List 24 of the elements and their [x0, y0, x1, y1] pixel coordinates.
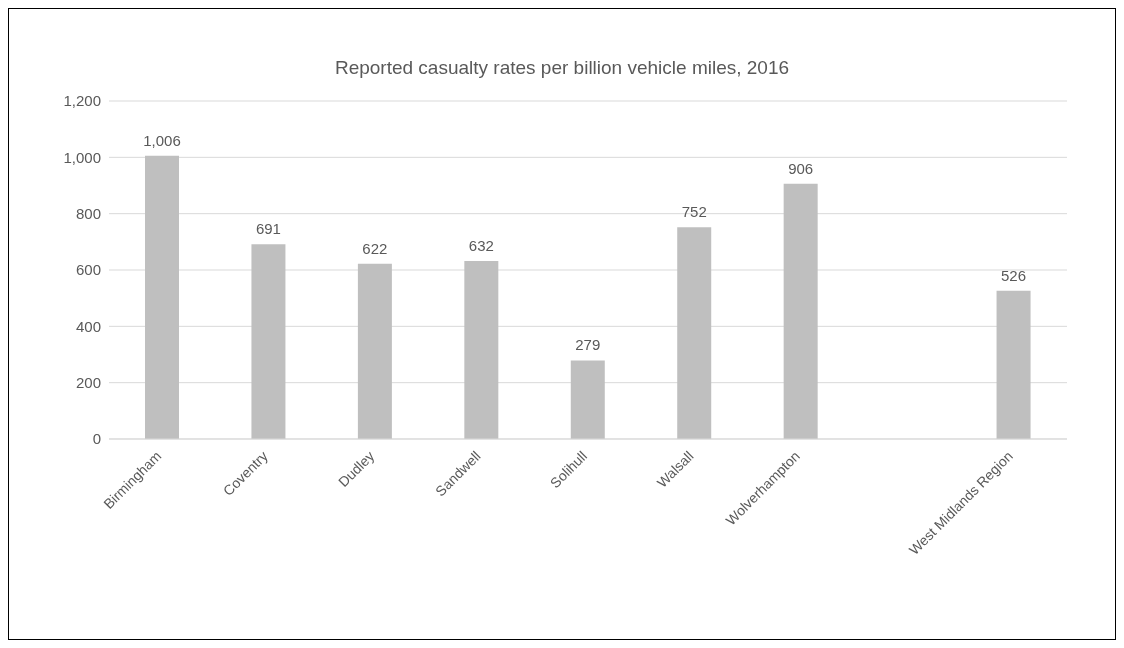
bar [357, 263, 392, 439]
data-label: 1,006 [143, 131, 181, 149]
y-tick-label: 200 [75, 373, 101, 391]
bar [570, 360, 605, 439]
bar [464, 260, 499, 439]
y-tick-label: 600 [75, 261, 101, 279]
data-label: 632 [468, 236, 494, 254]
bar [251, 244, 286, 439]
data-label: 622 [362, 239, 388, 257]
data-label: 752 [681, 203, 707, 221]
data-label: 906 [788, 159, 814, 177]
data-label: 526 [1001, 266, 1027, 284]
bar [996, 290, 1031, 439]
bar [677, 227, 712, 439]
chart-title: Reported casualty rates per billion vehicle miles, 2016 [333, 57, 791, 79]
data-label: 691 [255, 220, 281, 238]
y-tick-label: 1,000 [63, 148, 101, 166]
data-label: 279 [575, 336, 601, 354]
y-tick-label: 400 [75, 317, 101, 335]
bar [783, 183, 818, 439]
y-tick-label: 1,200 [63, 92, 101, 110]
y-tick-label: 0 [92, 430, 101, 448]
bar [145, 155, 179, 439]
y-tick-label: 800 [75, 204, 101, 222]
